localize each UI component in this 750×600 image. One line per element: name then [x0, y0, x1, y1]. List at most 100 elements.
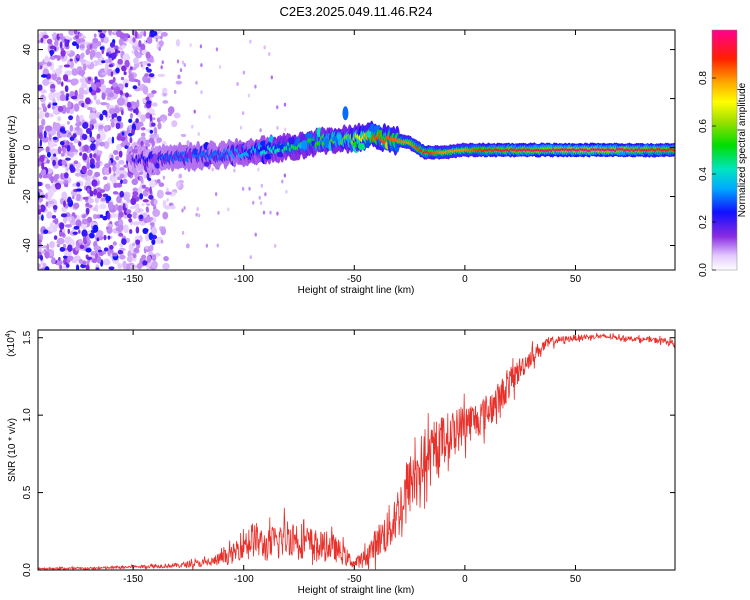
ridge-segment [672, 148, 675, 152]
noise-haze-blob [175, 180, 181, 188]
noise-speckle [38, 204, 42, 211]
noise-haze-blob [38, 107, 43, 111]
noise-haze-blob [89, 112, 97, 121]
noise-haze-blob [44, 183, 51, 189]
noise-haze-blob [99, 203, 107, 210]
noise-speckle [109, 245, 114, 250]
noise-speckle [60, 172, 63, 180]
noise-haze-blob [40, 89, 47, 94]
noise-speckle [138, 171, 144, 176]
noise-speckle [122, 141, 127, 146]
noise-speckle [82, 196, 89, 200]
noise-speckle [76, 264, 80, 270]
noise-speckle [43, 130, 47, 139]
noise-haze-blob [141, 203, 145, 207]
colorbar-ticks: 0.0 0.2 0.4 0.6 0.8 [698, 71, 716, 277]
noise-haze-blob [103, 141, 110, 150]
noise-speckle [128, 217, 133, 223]
noise-haze-blob [156, 178, 161, 184]
noise-speckle [107, 235, 111, 240]
noise-speckle [146, 68, 152, 73]
noise-speckle [132, 37, 136, 43]
noise-speckle [145, 206, 149, 212]
noise-speckle [86, 161, 91, 170]
noise-speckle [52, 159, 57, 167]
noise-speckle [126, 101, 132, 108]
noise-speckle [65, 96, 69, 101]
noise-speckle [73, 225, 80, 230]
noise-haze-blob [103, 183, 111, 192]
noise-speckle [38, 61, 41, 66]
noise-speckle [65, 157, 71, 161]
noise-speckle [275, 105, 279, 110]
noise-speckle [117, 249, 124, 255]
noise-speckle [152, 31, 158, 37]
noise-speckle [82, 121, 89, 129]
noise-haze-blob [149, 222, 155, 227]
noise-speckle [241, 186, 245, 191]
noise-speckle [258, 195, 261, 200]
noise-haze-blob [173, 112, 181, 119]
noise-speckle [94, 171, 101, 178]
noise-haze-blob [81, 218, 88, 225]
noise-speckle [200, 90, 203, 95]
noise-speckle [88, 77, 92, 81]
noise-haze-blob [102, 36, 109, 44]
noise-speckle [81, 133, 88, 141]
noise-speckle [60, 47, 64, 51]
noise-haze-blob [186, 140, 190, 146]
noise-speckle [52, 102, 58, 106]
noise-speckle [116, 134, 122, 141]
noise-haze-blob [76, 193, 81, 201]
noise-haze-blob [38, 202, 41, 206]
noise-speckle [149, 129, 153, 134]
noise-speckle [257, 167, 260, 172]
noise-haze-blob [117, 263, 123, 269]
noise-speckle [59, 232, 65, 237]
noise-speckle [139, 193, 144, 200]
noise-speckle [59, 246, 66, 252]
noise-speckle [132, 85, 138, 90]
noise-speckle [39, 138, 43, 147]
noise-speckle [145, 51, 151, 59]
noise-haze-blob [102, 176, 108, 181]
noise-haze-blob [99, 84, 107, 93]
noise-speckle [148, 194, 154, 200]
noise-haze-blob [53, 92, 62, 98]
noise-speckle [63, 172, 69, 179]
noise-speckle [89, 163, 96, 169]
noise-speckle [269, 210, 272, 215]
noise-haze-blob [180, 133, 187, 138]
noise-speckle [149, 113, 153, 122]
y-tick-label: 1.0 [22, 408, 33, 422]
x-tick-label: -150 [123, 574, 143, 585]
noise-speckle [120, 179, 123, 184]
noise-speckle [147, 63, 151, 67]
noise-speckle [86, 187, 90, 194]
noise-speckle [49, 50, 53, 57]
noise-speckle [109, 41, 116, 48]
noise-haze-blob [158, 182, 165, 187]
noise-speckle [151, 254, 157, 261]
noise-haze-blob [103, 125, 109, 133]
noise-speckle [128, 73, 134, 80]
noise-haze-blob [153, 199, 158, 206]
noise-haze-blob [86, 175, 92, 181]
noise-speckle [89, 143, 96, 151]
noise-speckle [99, 189, 105, 193]
noise-speckle [38, 209, 42, 215]
noise-haze-blob [178, 173, 183, 179]
noise-speckle [44, 193, 48, 200]
noise-speckle [124, 59, 130, 68]
noise-speckle [142, 227, 149, 235]
noise-haze-blob [129, 264, 138, 269]
noise-speckle [95, 267, 100, 270]
noise-speckle [114, 45, 119, 51]
y-tick-label: 20 [22, 93, 33, 105]
noise-speckle [283, 102, 287, 107]
noise-speckle [139, 175, 143, 182]
noise-speckle [163, 88, 167, 93]
noise-speckle [41, 162, 45, 170]
noise-speckle [195, 80, 198, 85]
